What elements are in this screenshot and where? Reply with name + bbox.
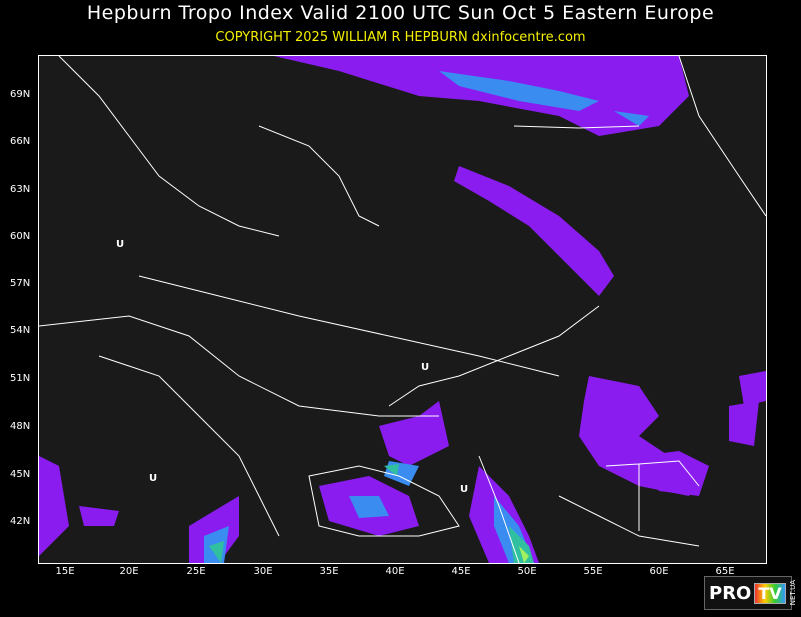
lon-label: 35E	[319, 566, 339, 577]
tropo-map: U U U U	[38, 55, 767, 564]
lon-label: 45E	[451, 566, 471, 577]
lon-label: 20E	[119, 566, 139, 577]
lat-label: 63N	[10, 184, 31, 195]
protv-logo: PRO TV NET.UA	[704, 576, 797, 610]
copyright-line: COPYRIGHT 2025 WILLIAM R HEPBURN dxinfoc…	[215, 30, 586, 45]
lat-label: 45N	[10, 469, 31, 480]
lat-label: 69N	[10, 89, 31, 100]
lat-label: 51N	[10, 373, 31, 384]
map-marker-u: U	[116, 239, 125, 250]
logo-net: NET.UA	[788, 580, 797, 606]
map-marker-u: U	[421, 362, 430, 373]
lat-label: 48N	[10, 421, 31, 432]
lon-label: 50E	[517, 566, 537, 577]
logo-pro: PRO	[709, 582, 752, 604]
lat-label: 57N	[10, 278, 31, 289]
map-marker-u: U	[460, 484, 469, 495]
lat-label: 66N	[10, 136, 31, 147]
lon-label: 55E	[583, 566, 603, 577]
map-marker-u: U	[149, 473, 158, 484]
lat-label: 42N	[10, 516, 31, 527]
lat-label: 60N	[10, 231, 31, 242]
lon-label: 40E	[385, 566, 405, 577]
lon-label: 65E	[715, 566, 735, 577]
tropo-overlay	[39, 56, 766, 563]
map-title: Hepburn Tropo Index Valid 2100 UTC Sun O…	[86, 2, 715, 24]
lat-label: 54N	[10, 325, 31, 336]
lon-label: 25E	[186, 566, 206, 577]
lon-label: 15E	[55, 566, 75, 577]
lon-label: 60E	[649, 566, 669, 577]
tv-icon: TV	[754, 582, 786, 604]
lon-label: 30E	[253, 566, 273, 577]
